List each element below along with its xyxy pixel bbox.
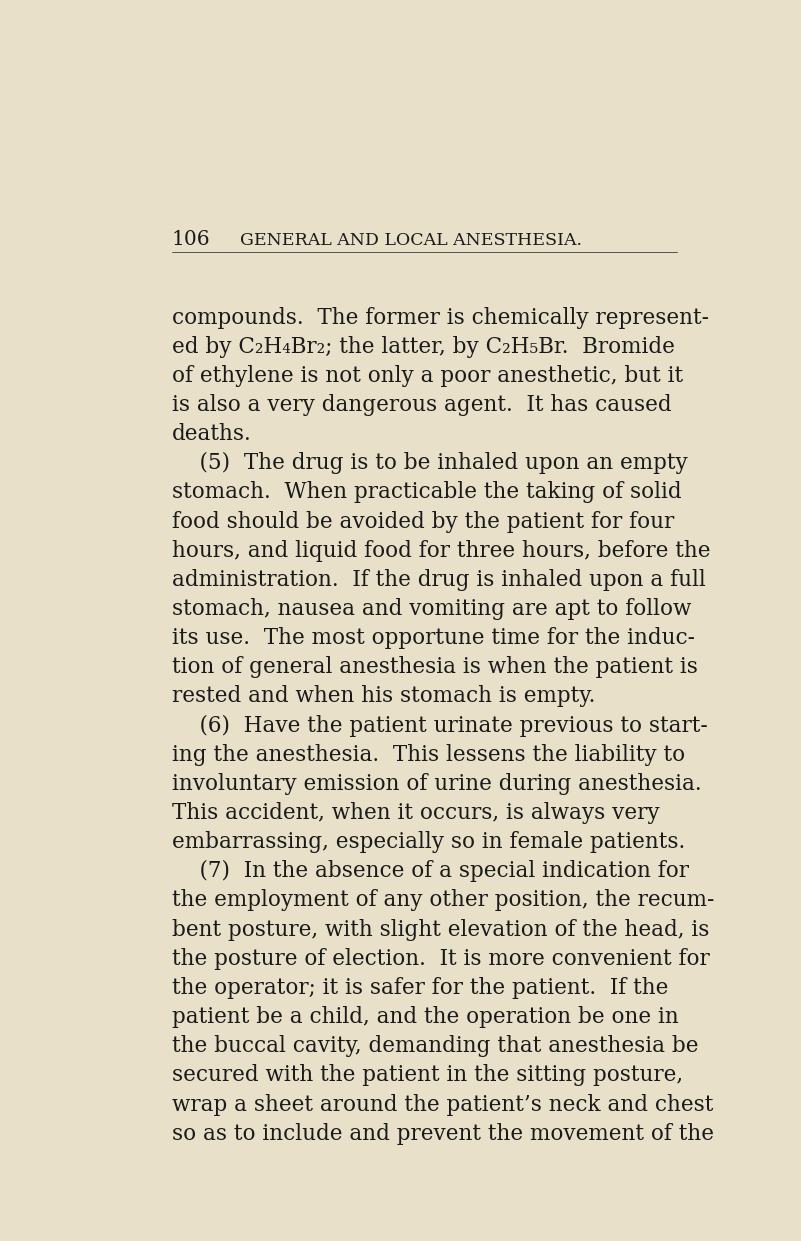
- Text: wrap a sheet around the patient’s neck and chest: wrap a sheet around the patient’s neck a…: [171, 1093, 713, 1116]
- Text: deaths.: deaths.: [171, 423, 252, 446]
- Text: the buccal cavity, demanding that anesthesia be: the buccal cavity, demanding that anesth…: [171, 1035, 698, 1057]
- Text: food should be avoided by the patient for four: food should be avoided by the patient fo…: [171, 510, 674, 532]
- Text: 106: 106: [171, 231, 210, 249]
- Text: embarrassing, especially so in female patients.: embarrassing, especially so in female pa…: [171, 831, 685, 854]
- Text: hours, and liquid food for three hours, before the: hours, and liquid food for three hours, …: [171, 540, 710, 562]
- Text: the posture of election.  It is more convenient for: the posture of election. It is more conv…: [171, 948, 709, 969]
- Text: ed by C₂H₄Br₂; the latter, by C₂H₅Br.  Bromide: ed by C₂H₄Br₂; the latter, by C₂H₅Br. Br…: [171, 336, 674, 357]
- Text: This accident, when it occurs, is always very: This accident, when it occurs, is always…: [171, 802, 659, 824]
- Text: patient be a child, and the operation be one in: patient be a child, and the operation be…: [171, 1006, 678, 1028]
- Text: tion of general anesthesia is when the patient is: tion of general anesthesia is when the p…: [171, 656, 698, 679]
- Text: secured with the patient in the sitting posture,: secured with the patient in the sitting …: [171, 1065, 682, 1086]
- Text: is also a very dangerous agent.  It has caused: is also a very dangerous agent. It has c…: [171, 395, 671, 416]
- Text: (7)  In the absence of a special indication for: (7) In the absence of a special indicati…: [171, 860, 689, 882]
- Text: involuntary emission of urine during anesthesia.: involuntary emission of urine during ane…: [171, 773, 701, 795]
- Text: the operator; it is safer for the patient.  If the: the operator; it is safer for the patien…: [171, 977, 668, 999]
- Text: (5)  The drug is to be inhaled upon an empty: (5) The drug is to be inhaled upon an em…: [171, 452, 687, 474]
- Text: administration.  If the drug is inhaled upon a full: administration. If the drug is inhaled u…: [171, 568, 705, 591]
- Text: so as to include and prevent the movement of the: so as to include and prevent the movemen…: [171, 1123, 714, 1144]
- Text: stomach, nausea and vomiting are apt to follow: stomach, nausea and vomiting are apt to …: [171, 598, 691, 620]
- Text: compounds.  The former is chemically represent-: compounds. The former is chemically repr…: [171, 307, 709, 329]
- Text: GENERAL AND LOCAL ANESTHESIA.: GENERAL AND LOCAL ANESTHESIA.: [239, 232, 582, 249]
- Text: bent posture, with slight elevation of the head, is: bent posture, with slight elevation of t…: [171, 918, 709, 941]
- Text: stomach.  When practicable the taking of solid: stomach. When practicable the taking of …: [171, 482, 681, 504]
- Text: (6)  Have the patient urinate previous to start-: (6) Have the patient urinate previous to…: [171, 715, 707, 737]
- Text: the employment of any other position, the recum-: the employment of any other position, th…: [171, 890, 714, 911]
- Text: ing the anesthesia.  This lessens the liability to: ing the anesthesia. This lessens the lia…: [171, 743, 685, 766]
- Text: rested and when his stomach is empty.: rested and when his stomach is empty.: [171, 685, 595, 707]
- Text: of ethylene is not only a poor anesthetic, but it: of ethylene is not only a poor anestheti…: [171, 365, 682, 387]
- Text: its use.  The most opportune time for the induc-: its use. The most opportune time for the…: [171, 627, 694, 649]
